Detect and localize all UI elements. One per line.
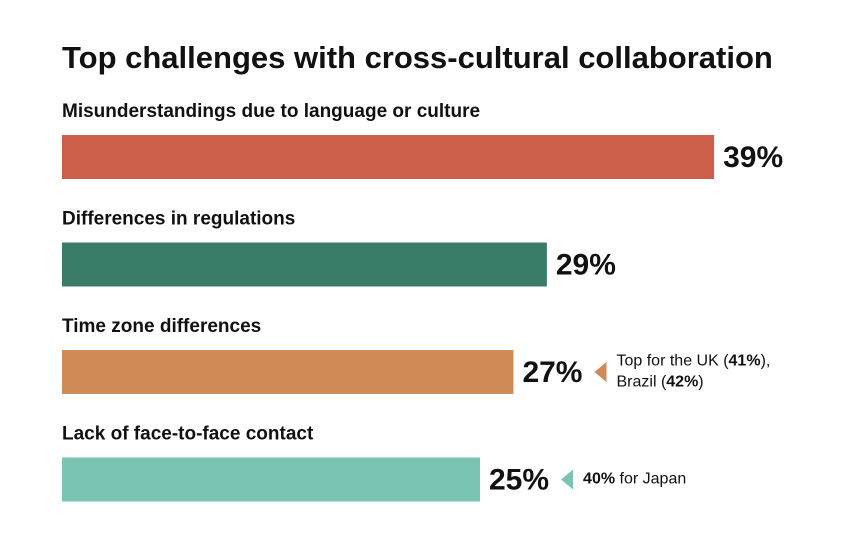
annotation-arrow: [561, 469, 574, 490]
annotation-text: ),: [761, 353, 771, 370]
annotation: Top for the UK (41%),: [616, 353, 770, 370]
bar: [62, 242, 547, 287]
annotation-text: for Japan: [615, 471, 686, 488]
category-label: Differences in regulations: [62, 209, 295, 230]
bar: [62, 457, 480, 502]
annotation-text: Top for the UK (: [616, 353, 729, 370]
annotation-text: 41%: [729, 353, 761, 370]
value-label: 29%: [556, 248, 616, 281]
value-label: 25%: [489, 463, 549, 496]
annotation: Brazil (42%): [616, 374, 703, 391]
chart-title: Top challenges with cross-cultural colla…: [62, 40, 773, 75]
bar: [62, 350, 514, 394]
category-label: Misunderstandings due to language or cul…: [62, 101, 480, 122]
annotation-text: Brazil (: [616, 374, 666, 391]
annotation: 40% for Japan: [583, 471, 686, 488]
category-label: Time zone differences: [62, 316, 261, 337]
value-label: 27%: [522, 356, 582, 389]
annotation-text: ): [698, 374, 703, 391]
annotation-arrow: [594, 362, 607, 382]
value-label: 39%: [723, 141, 783, 174]
annotation-text: 40%: [583, 471, 615, 488]
annotation-text: 42%: [666, 374, 698, 391]
bar: [62, 135, 715, 179]
category-label: Lack of face-to-face contact: [62, 424, 314, 445]
